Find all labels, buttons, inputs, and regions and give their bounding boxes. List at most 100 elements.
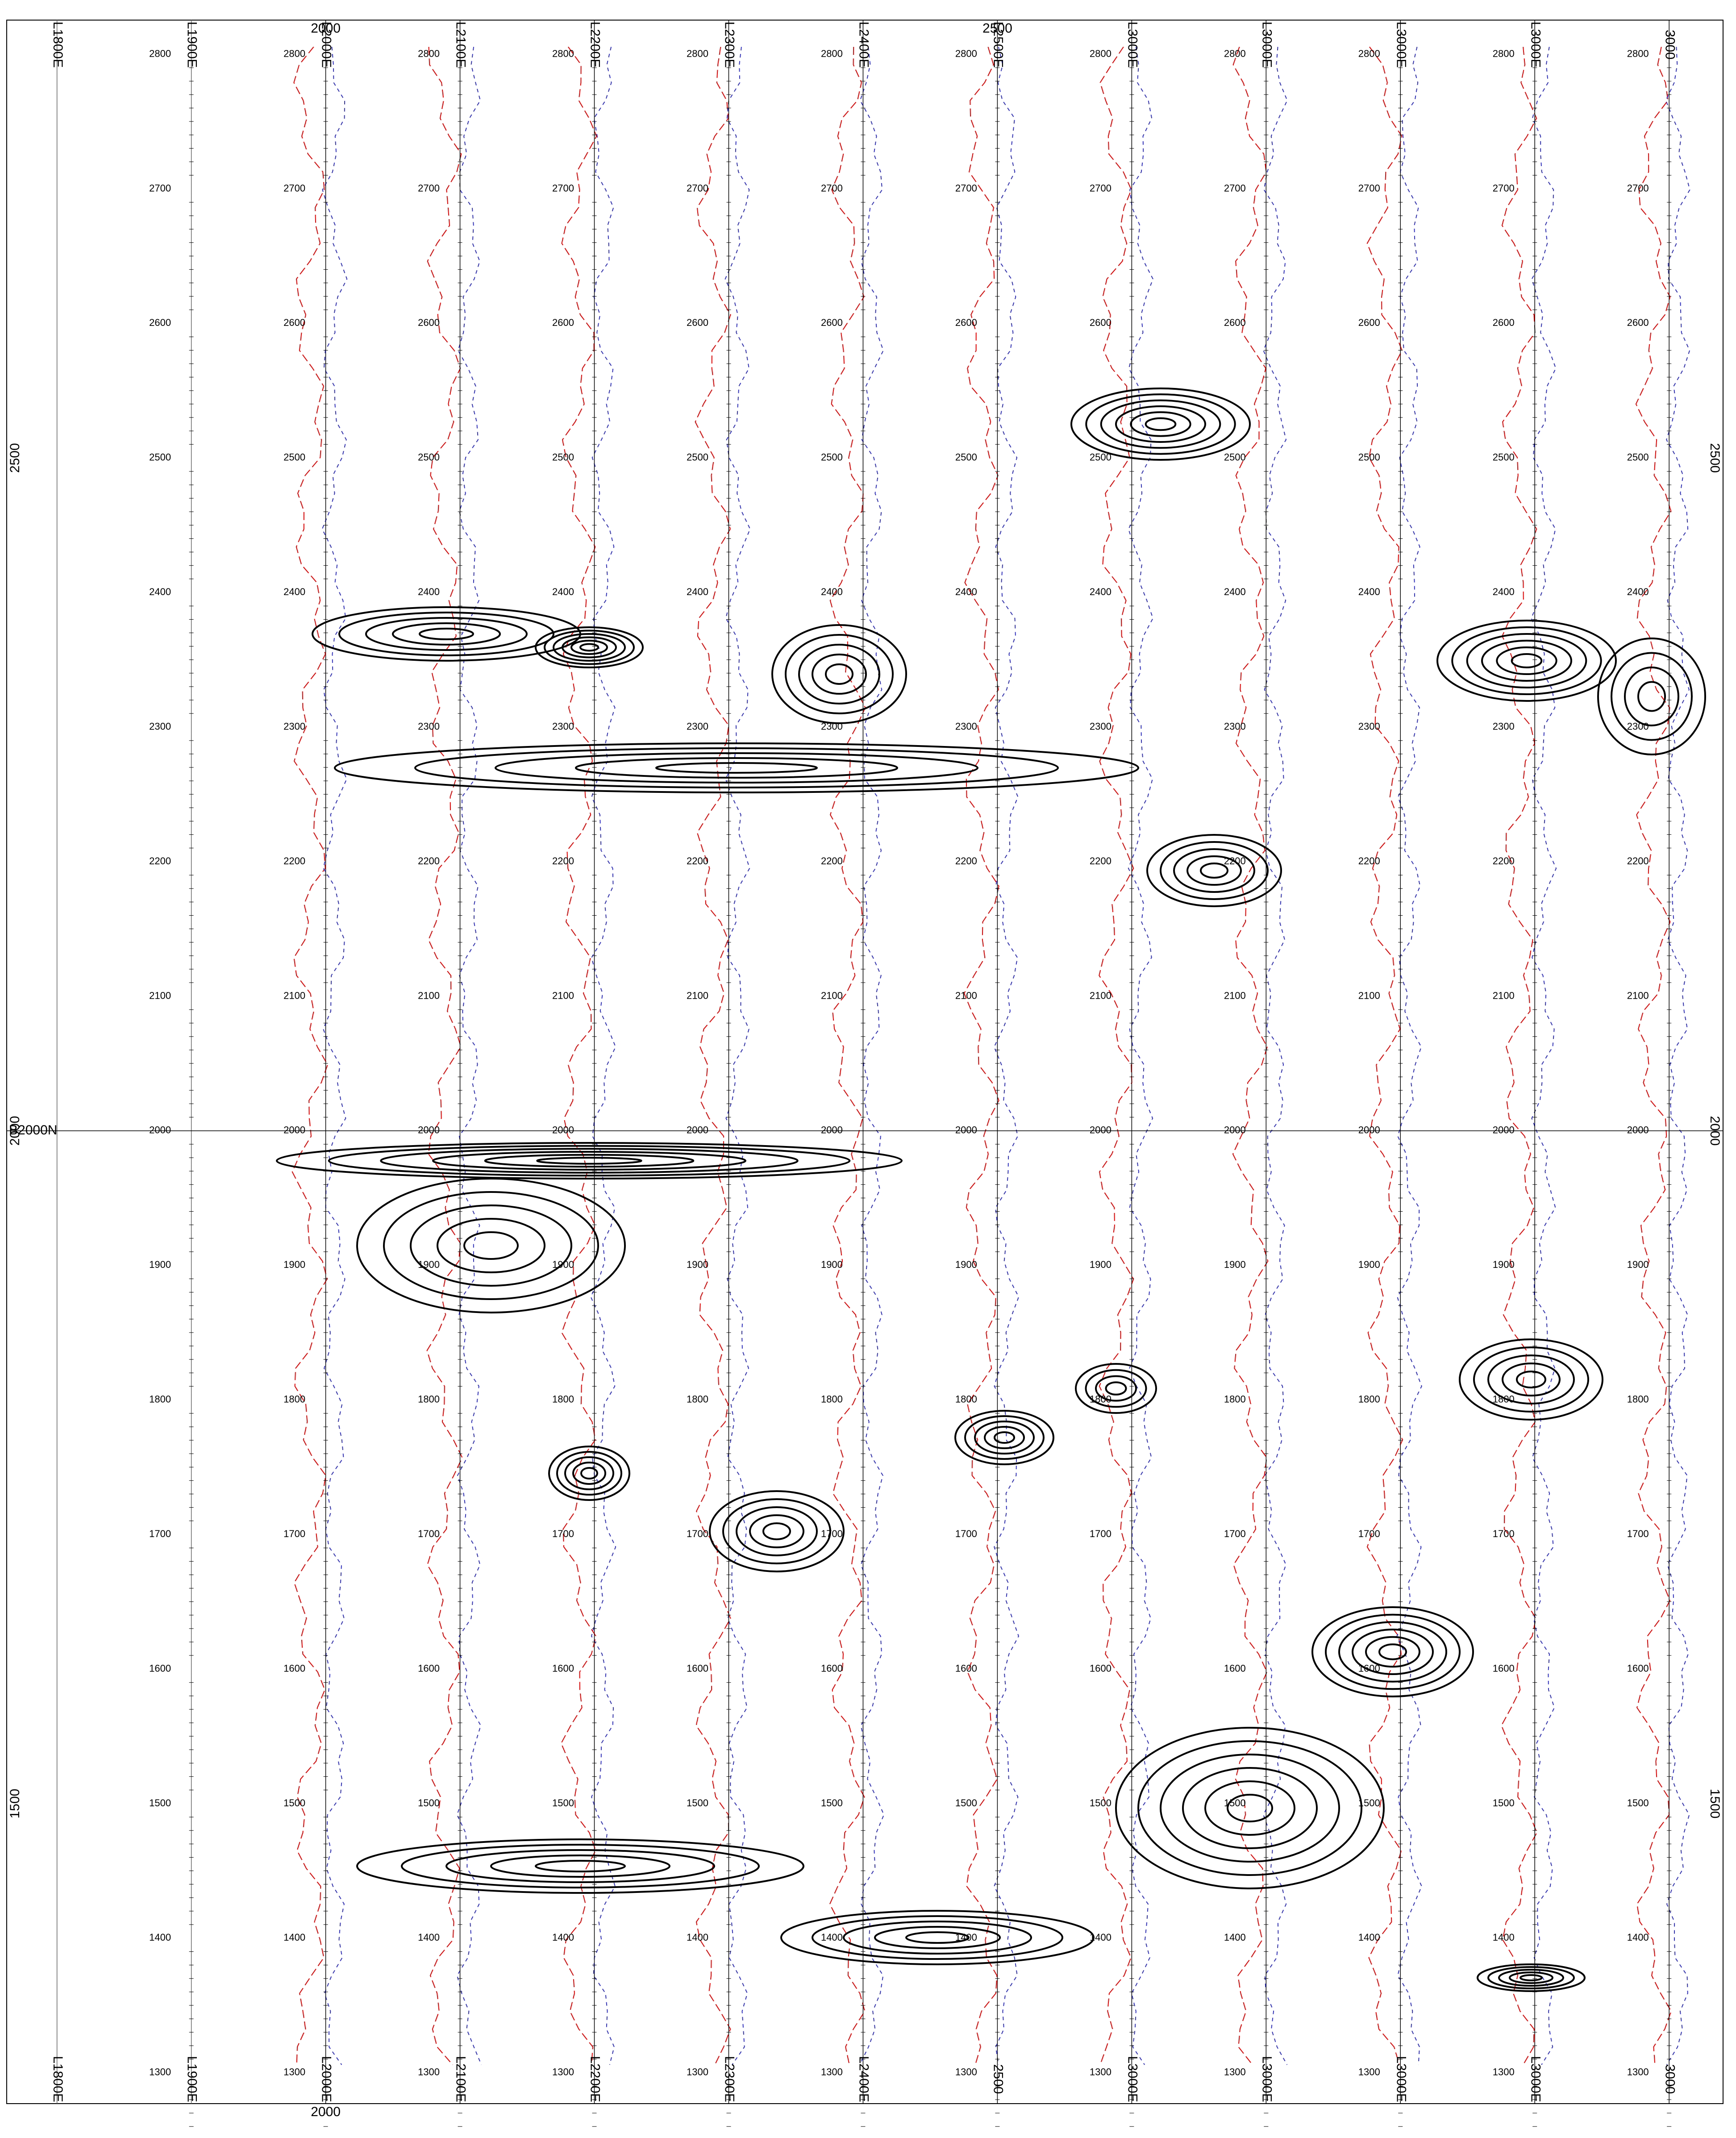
northing-label: 2700 — [687, 183, 708, 194]
northing-label: 2800 — [821, 48, 843, 59]
contour — [557, 1452, 621, 1495]
northing-label: 1900 — [955, 1259, 977, 1270]
northing-label: 2000 — [1090, 1125, 1112, 1136]
northing-label: 2200 — [1627, 855, 1649, 867]
line-label-bottom: L2200E — [588, 2056, 603, 2102]
contour — [411, 1205, 571, 1286]
northing-label: 1600 — [1493, 1663, 1515, 1674]
northing-label: 2800 — [552, 48, 574, 59]
northing-label: 2700 — [821, 183, 843, 194]
line-label-bottom: L1900E — [185, 2056, 200, 2102]
northing-label: 2700 — [1358, 183, 1380, 194]
northing-label: 2500 — [1358, 452, 1380, 463]
northing-label: 2100 — [552, 990, 574, 1001]
northing-label: 1900 — [552, 1259, 574, 1270]
northing-label: 2500 — [821, 452, 843, 463]
northing-label: 1900 — [418, 1259, 440, 1270]
northing-label: 1700 — [418, 1528, 440, 1539]
northing-label: 1700 — [1090, 1528, 1112, 1539]
northing-label: 2700 — [1224, 183, 1246, 194]
northing-label: 1800 — [1493, 1394, 1515, 1405]
northing-label: 2700 — [149, 183, 171, 194]
contour — [1106, 1382, 1126, 1395]
side-label-left: 2000 — [8, 1116, 22, 1146]
northing-label: 1500 — [149, 1797, 171, 1809]
northing-label: 2100 — [1090, 990, 1112, 1001]
northing-label: 1900 — [1627, 1259, 1649, 1270]
northing-label: 2700 — [418, 183, 440, 194]
northing-label: 1600 — [1090, 1663, 1112, 1674]
contour — [1379, 1644, 1406, 1659]
contour — [571, 641, 607, 654]
profile-red — [1367, 47, 1403, 2065]
northing-label: 1300 — [552, 2067, 574, 2078]
contour — [537, 1158, 641, 1163]
line-label-top: L3000E — [1394, 21, 1408, 67]
northing-label: 1900 — [1224, 1259, 1246, 1270]
contour — [1101, 400, 1220, 448]
northing-label: 2800 — [1627, 48, 1649, 59]
northing-label: 2600 — [821, 317, 843, 328]
line-label-top: L2100E — [454, 21, 468, 67]
contour — [1497, 647, 1556, 674]
profile-red — [292, 47, 328, 2065]
northing-label: 1400 — [1358, 1932, 1380, 1943]
northing-label: 1900 — [1090, 1259, 1112, 1270]
northing-label: 2500 — [552, 452, 574, 463]
northing-label: 1600 — [1627, 1663, 1649, 1674]
northing-label: 2200 — [552, 855, 574, 867]
northing-label: 1400 — [821, 1932, 843, 1943]
northing-label: 2800 — [418, 48, 440, 59]
line-label-bottom: 3000 — [1662, 2064, 1677, 2094]
northing-label: 2100 — [821, 990, 843, 1001]
profile-red — [1233, 47, 1268, 2065]
northing-label: 2200 — [687, 855, 708, 867]
contour — [437, 1219, 545, 1272]
northing-label: 2000 — [821, 1125, 843, 1136]
northing-label: 2100 — [283, 990, 305, 1001]
northing-label: 1700 — [1224, 1528, 1246, 1539]
line-label-bottom: L2100E — [454, 2056, 468, 2102]
contour — [485, 1155, 694, 1167]
bottom-number: 2000 — [311, 2105, 341, 2119]
line-label-bottom: L1800E — [50, 2056, 65, 2102]
contour — [1205, 1781, 1295, 1835]
northing-label: 2500 — [283, 452, 305, 463]
line-label-top: L1800E — [50, 21, 65, 67]
northing-label: 1700 — [283, 1528, 305, 1539]
northing-label: 2300 — [149, 721, 171, 732]
northing-label: 2400 — [1224, 586, 1246, 597]
northing-label: 2500 — [955, 452, 977, 463]
northing-label: 1600 — [552, 1663, 574, 1674]
contour — [875, 1927, 1000, 1948]
northing-label: 1900 — [1358, 1259, 1380, 1270]
northing-label: 1900 — [821, 1259, 843, 1270]
profile-red — [830, 47, 865, 2065]
northing-label: 1400 — [1493, 1932, 1515, 1943]
northing-label: 2700 — [1090, 183, 1112, 194]
contour — [464, 1232, 518, 1259]
northing-label: 2700 — [1627, 183, 1649, 194]
contour — [1478, 1964, 1585, 1991]
northing-label: 2400 — [955, 586, 977, 597]
northing-label: 1900 — [283, 1259, 305, 1270]
northing-label: 1500 — [1224, 1797, 1246, 1809]
contour — [1147, 835, 1281, 906]
contour — [1161, 842, 1268, 899]
northing-label: 2800 — [955, 48, 977, 59]
line-label-top: L2300E — [722, 21, 737, 67]
northing-label: 2500 — [687, 452, 708, 463]
northing-label: 2500 — [1090, 452, 1112, 463]
grid: L1800EL1800EL1900EL1900EL2000EL2000EL210… — [7, 20, 1723, 2136]
northing-label: 2400 — [149, 586, 171, 597]
northing-label: 1800 — [955, 1394, 977, 1405]
northing-label: 2300 — [1627, 721, 1649, 732]
northing-label: 1700 — [821, 1528, 843, 1539]
top-number: 2000 — [311, 21, 341, 36]
northing-label: 2500 — [1493, 452, 1515, 463]
northing-label: 2400 — [687, 586, 708, 597]
contour — [1076, 1364, 1156, 1413]
northing-label: 1800 — [149, 1394, 171, 1405]
profile-red — [695, 47, 731, 2065]
northing-label: 1400 — [687, 1932, 708, 1943]
